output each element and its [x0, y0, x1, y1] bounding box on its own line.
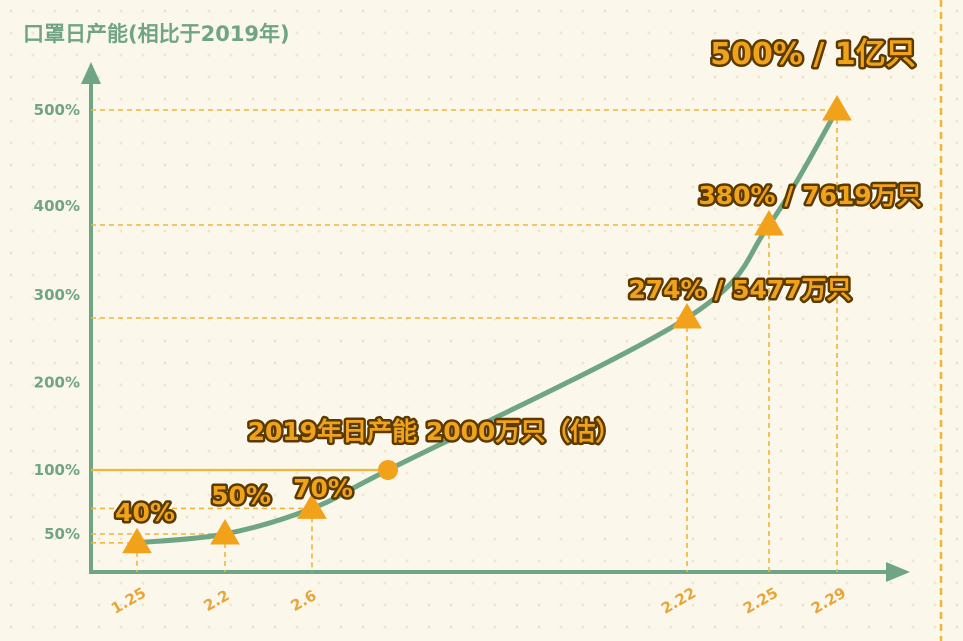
y-tick-label: 400%: [34, 197, 80, 215]
y-tick-labels: 50% 100% 200% 300% 400% 500%: [34, 101, 80, 543]
series-line: [134, 107, 840, 546]
x-tick-label: 2.25: [740, 584, 781, 618]
data-point-marker: [754, 210, 784, 236]
data-point-marker: [822, 95, 852, 121]
data-label: 500% / 1亿只: [710, 37, 915, 72]
x-tick-label: 1.25: [108, 584, 149, 618]
data-point-marker: [210, 519, 240, 545]
x-tick-label: 2.22: [658, 584, 699, 618]
x-tick-label: 2.6: [287, 586, 319, 615]
data-label: 70%: [293, 474, 353, 503]
data-labels: 40% 50% 70% 274% / 5477万只 380% / 7619万只 500% …: [113, 35, 925, 530]
data-point-marker: [122, 527, 152, 554]
y-tick-label: 200%: [34, 374, 80, 392]
axes: [81, 62, 910, 582]
data-point-marker: [672, 303, 702, 329]
data-label: 50%: [211, 481, 271, 510]
x-axis-arrow: [886, 562, 910, 582]
data-point-marker: [297, 493, 327, 519]
reference-marker: [378, 460, 398, 480]
reference-label: 2019年日产能 2000万只（估）: [248, 417, 621, 446]
data-label: 40%: [115, 498, 175, 527]
markers: [122, 95, 852, 554]
y-tick-label: 300%: [34, 286, 80, 304]
y-axis-arrow: [81, 62, 101, 84]
y-tick-label: 100%: [34, 461, 80, 479]
x-tick-label: 2.2: [200, 586, 232, 615]
chart-title: 口罩日产能(相比于2019年): [23, 22, 290, 46]
data-label: 380% / 7619万只: [698, 181, 921, 210]
data-label: 274% / 5477万只: [628, 275, 851, 304]
x-tick-label: 2.29: [808, 584, 849, 618]
y-tick-label: 50%: [44, 525, 80, 543]
y-tick-label: 500%: [34, 101, 80, 119]
x-tick-labels: 1.25 2.2 2.6 2.22 2.25 2.29: [108, 584, 849, 618]
guide-lines: [91, 109, 838, 572]
